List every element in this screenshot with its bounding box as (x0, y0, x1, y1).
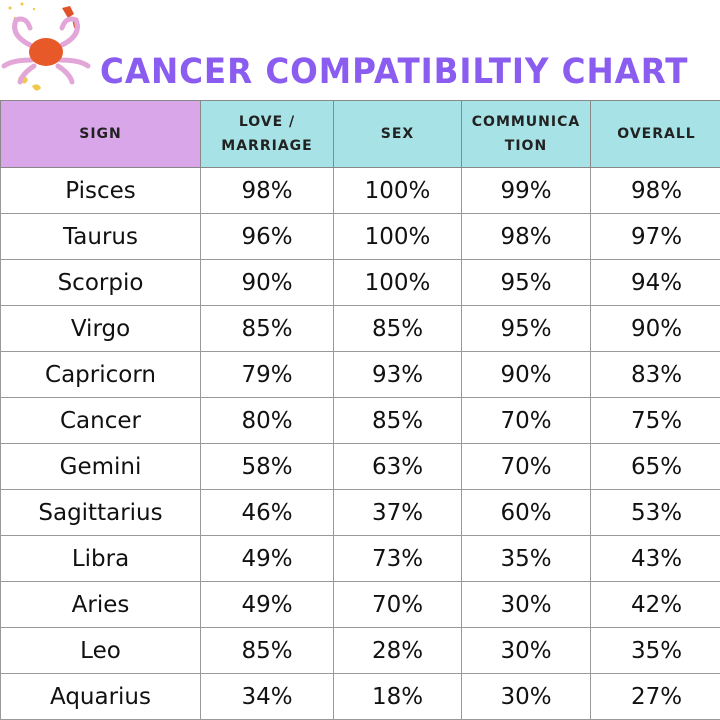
column-header-sex: SEX (333, 100, 462, 168)
percent-cell: 93% (333, 351, 462, 398)
percent-cell: 75% (590, 397, 720, 444)
table-row: Capricorn 79% 93% 90% 83% (0, 351, 720, 398)
column-header-love-marriage: LOVE / MARRIAGE (200, 100, 334, 168)
sign-cell: Aries (0, 581, 201, 628)
table-row: Aquarius 34% 18% 30% 27% (0, 673, 720, 720)
percent-cell: 100% (333, 259, 462, 306)
percent-cell: 97% (590, 213, 720, 260)
table-row: Scorpio 90% 100% 95% 94% (0, 259, 720, 306)
percent-cell: 70% (461, 397, 591, 444)
percent-cell: 18% (333, 673, 462, 720)
table-row: Aries 49% 70% 30% 42% (0, 581, 720, 628)
table-row: Taurus 96% 100% 98% 97% (0, 213, 720, 260)
table-row: Leo 85% 28% 30% 35% (0, 627, 720, 674)
table-row: Pisces 98% 100% 99% 98% (0, 167, 720, 214)
percent-cell: 70% (333, 581, 462, 628)
percent-cell: 53% (590, 489, 720, 536)
percent-cell: 100% (333, 213, 462, 260)
percent-cell: 85% (333, 305, 462, 352)
percent-cell: 65% (590, 443, 720, 490)
percent-cell: 100% (333, 167, 462, 214)
percent-cell: 98% (200, 167, 334, 214)
percent-cell: 49% (200, 535, 334, 582)
percent-cell: 90% (200, 259, 334, 306)
sign-cell: Taurus (0, 213, 201, 260)
sign-cell: Cancer (0, 397, 201, 444)
percent-cell: 58% (200, 443, 334, 490)
table-row: Sagittarius 46% 37% 60% 53% (0, 489, 720, 536)
percent-cell: 90% (461, 351, 591, 398)
percent-cell: 42% (590, 581, 720, 628)
header-row: SIGN LOVE / MARRIAGE SEX COMMUNICA TION OVER… (0, 100, 720, 168)
percent-cell: 79% (200, 351, 334, 398)
percent-cell: 85% (333, 397, 462, 444)
percent-cell: 98% (590, 167, 720, 214)
percent-cell: 70% (461, 443, 591, 490)
column-header-sign: SIGN (0, 100, 201, 168)
crab-logo-icon (1, 2, 91, 91)
percent-cell: 96% (200, 213, 334, 260)
compatibility-table: SIGN LOVE / MARRIAGE SEX COMMUNICA TION OVER… (0, 100, 720, 720)
percent-cell: 43% (590, 535, 720, 582)
percent-cell: 49% (200, 581, 334, 628)
percent-cell: 34% (200, 673, 334, 720)
percent-cell: 28% (333, 627, 462, 674)
percent-cell: 94% (590, 259, 720, 306)
sign-cell: Pisces (0, 167, 201, 214)
percent-cell: 95% (461, 305, 591, 352)
table-row: Libra 49% 73% 35% 43% (0, 535, 720, 582)
percent-cell: 30% (461, 581, 591, 628)
column-header-communica-tion: COMMUNICA TION (461, 100, 591, 168)
percent-cell: 98% (461, 213, 591, 260)
percent-cell: 60% (461, 489, 591, 536)
table-row: Gemini 58% 63% 70% 65% (0, 443, 720, 490)
column-header-overall: OVERALL (590, 100, 720, 168)
percent-cell: 99% (461, 167, 591, 214)
table-row: Cancer 80% 85% 70% 75% (0, 397, 720, 444)
percent-cell: 83% (590, 351, 720, 398)
percent-cell: 27% (590, 673, 720, 720)
sign-cell: Scorpio (0, 259, 201, 306)
percent-cell: 37% (333, 489, 462, 536)
sign-cell: Leo (0, 627, 201, 674)
percent-cell: 85% (200, 305, 334, 352)
percent-cell: 85% (200, 627, 334, 674)
percent-cell: 35% (590, 627, 720, 674)
percent-cell: 35% (461, 535, 591, 582)
sign-cell: Aquarius (0, 673, 201, 720)
sign-cell: Capricorn (0, 351, 201, 398)
table-row: Virgo 85% 85% 95% 90% (0, 305, 720, 352)
page-title: CANCER COMPATIBILTIY CHART (100, 52, 689, 92)
percent-cell: 30% (461, 673, 591, 720)
percent-cell: 90% (590, 305, 720, 352)
percent-cell: 80% (200, 397, 334, 444)
percent-cell: 73% (333, 535, 462, 582)
sign-cell: Virgo (0, 305, 201, 352)
percent-cell: 30% (461, 627, 591, 674)
percent-cell: 95% (461, 259, 591, 306)
percent-cell: 63% (333, 443, 462, 490)
percent-cell: 46% (200, 489, 334, 536)
sign-cell: Gemini (0, 443, 201, 490)
sign-cell: Sagittarius (0, 489, 201, 536)
sign-cell: Libra (0, 535, 201, 582)
